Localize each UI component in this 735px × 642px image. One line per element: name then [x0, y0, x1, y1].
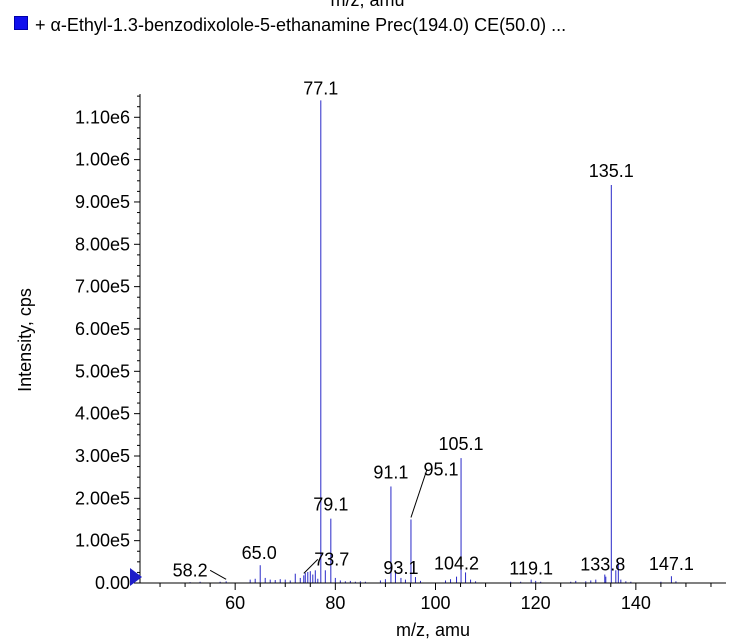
- y-axis-label: Intensity, cps: [15, 288, 35, 392]
- legend-label: + α-Ethyl-1.3-benzodixolole-5-ethanamine…: [35, 15, 567, 35]
- y-tick-label: 6.00e5: [75, 319, 130, 339]
- axis-tick-labels: 60 80 100 120 140 0.00 1.00e5 2.00e5 3.00e5 4.00e…: [75, 107, 651, 613]
- x-tick-label: 120: [521, 593, 551, 613]
- y-tick-label: 5.00e5: [75, 361, 130, 381]
- y-tick-label: 4.00e5: [75, 404, 130, 424]
- peak-label: 93.1: [383, 558, 418, 578]
- clipped-header-text: m/z, amu: [330, 0, 405, 10]
- legend-swatch: [14, 16, 28, 30]
- peak-label: 119.1: [509, 559, 553, 579]
- axes: [139, 94, 726, 584]
- peak-label-leader: [303, 559, 319, 574]
- axis-ticks: [134, 95, 712, 590]
- peak-label: 104.2: [434, 554, 479, 574]
- spectrum-bars: [189, 100, 677, 583]
- peak-label: 77.1: [303, 78, 338, 98]
- x-tick-label: 80: [325, 593, 345, 613]
- x-tick-label: 140: [621, 593, 651, 613]
- peak-label: 135.1: [589, 161, 634, 181]
- peak-label: 133.8: [580, 555, 625, 575]
- x-tick-label: 60: [225, 593, 245, 613]
- peak-label: 79.1: [313, 495, 348, 515]
- peak-label-leader: [209, 569, 227, 580]
- peak-label: 91.1: [373, 462, 408, 482]
- peak-label: 95.1: [423, 459, 458, 479]
- y-tick-label: 3.00e5: [75, 446, 130, 466]
- y-tick-label: 2.00e5: [75, 488, 130, 508]
- y-tick-label: 9.00e5: [75, 192, 130, 212]
- peak-label: 65.0: [242, 543, 277, 563]
- peak-label: 58.2: [173, 560, 208, 580]
- y-tick-label: 1.00e6: [75, 150, 130, 170]
- baseline-marker-icon[interactable]: [130, 568, 142, 586]
- y-tick-label: 8.00e5: [75, 234, 130, 254]
- legend: + α-Ethyl-1.3-benzodixolole-5-ethanamine…: [14, 14, 566, 36]
- y-tick-label: 0.00: [95, 573, 130, 593]
- peak-label: 73.7: [314, 549, 349, 569]
- y-tick-label: 7.00e5: [75, 277, 130, 297]
- y-tick-label: 1.10e6: [75, 107, 130, 127]
- y-tick-label: 1.00e5: [75, 531, 130, 551]
- peak-label: 105.1: [439, 434, 484, 454]
- peak-label: 147.1: [649, 554, 694, 574]
- peak-label-leader: [410, 469, 428, 518]
- x-tick-label: 100: [420, 593, 450, 613]
- x-axis-label: m/z, amu: [396, 620, 470, 640]
- peak-labels: 77.1 135.1 105.1 91.1 79.1 95.1 65.0 73.7 58.2 93…: [173, 78, 694, 580]
